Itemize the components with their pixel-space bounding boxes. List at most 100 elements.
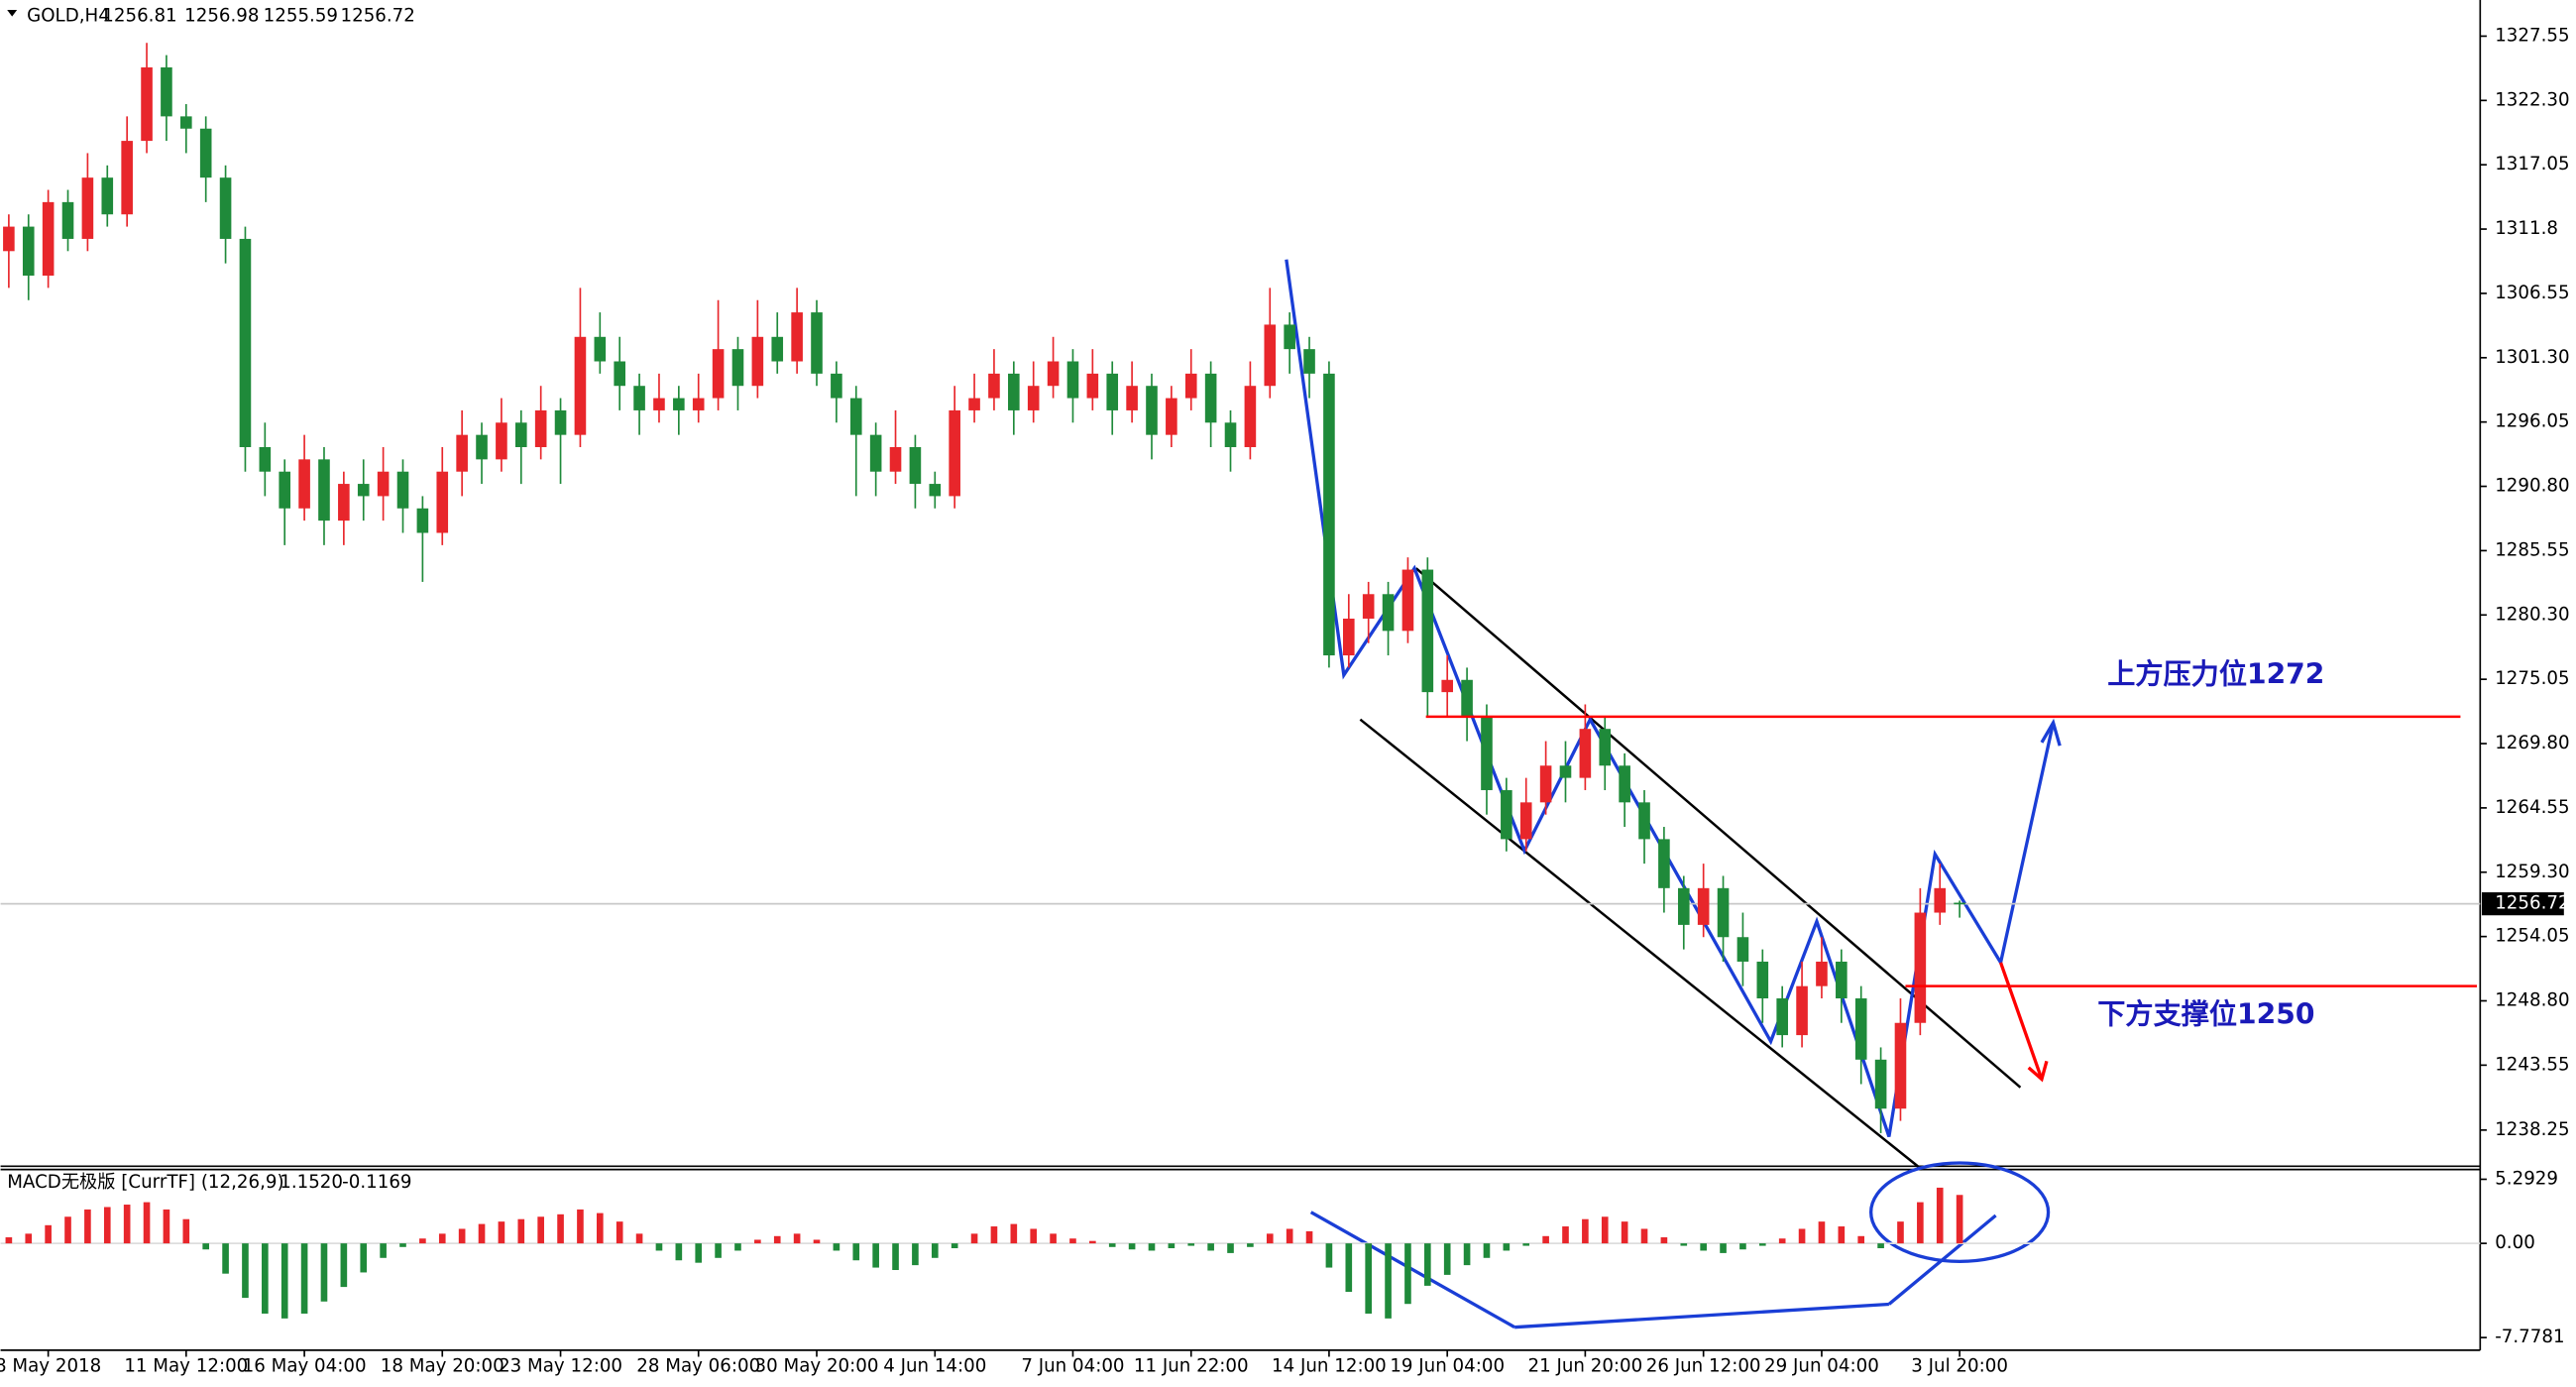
candle-body <box>1638 802 1650 840</box>
candle-body <box>653 398 665 410</box>
histogram-bar <box>1207 1243 1214 1251</box>
histogram-bar <box>25 1233 33 1244</box>
histogram-bar <box>990 1226 998 1244</box>
candle-body <box>869 434 882 472</box>
x-tick-label: 7 Jun 04:00 <box>1021 1355 1124 1376</box>
candle-body <box>1166 398 1177 435</box>
histogram-bar <box>1148 1243 1156 1251</box>
y-tick-label: 1301.30 <box>2495 347 2569 368</box>
histogram-bar <box>64 1216 71 1244</box>
histogram-bar <box>655 1243 663 1251</box>
histogram-bar <box>773 1235 781 1244</box>
candle-body <box>416 508 429 533</box>
x-tick-label: 26 Jun 12:00 <box>1646 1355 1761 1376</box>
candle-body <box>61 201 74 239</box>
candle-body <box>318 459 330 521</box>
histogram-bar <box>1305 1230 1313 1244</box>
indicator-main: 1.1520 <box>280 1172 343 1193</box>
histogram-bar <box>1818 1221 1826 1244</box>
candle-body <box>1519 802 1532 840</box>
histogram-bar <box>280 1243 288 1319</box>
symbol: GOLD,H4 <box>27 6 110 27</box>
histogram-bar <box>852 1243 860 1261</box>
histogram-bar <box>1325 1243 1333 1268</box>
y-tick-label: 1275.05 <box>2495 668 2569 689</box>
histogram-bar <box>123 1205 131 1244</box>
candle-body <box>594 336 607 362</box>
candle-body <box>1086 373 1099 399</box>
histogram-bar <box>1621 1221 1628 1244</box>
candle-body <box>476 434 488 460</box>
histogram-bar <box>340 1243 348 1288</box>
candle-body <box>161 66 172 117</box>
x-tick-label: 30 May 20:00 <box>755 1355 879 1376</box>
divergence-line <box>1309 1211 1515 1329</box>
histogram-bar <box>419 1238 426 1244</box>
candle-body <box>909 446 922 485</box>
histogram-bar <box>1680 1243 1688 1246</box>
histogram-bar <box>1443 1243 1451 1275</box>
level-label: 上方压力位1272 <box>2107 657 2324 690</box>
candle-body <box>1756 961 1769 999</box>
current-price-label: 1256.72 <box>2495 893 2569 914</box>
histogram-bar <box>833 1243 840 1251</box>
histogram-bar <box>320 1243 328 1302</box>
histogram-bar <box>1660 1237 1668 1244</box>
histogram-bar <box>1798 1228 1806 1244</box>
histogram-bar <box>45 1224 52 1244</box>
x-tick-label: 3 Jul 20:00 <box>1911 1355 2008 1376</box>
candle-body <box>1382 594 1395 632</box>
histogram-bar <box>1758 1243 1766 1246</box>
histogram-bar <box>1838 1226 1846 1244</box>
histogram-bar <box>1069 1238 1076 1244</box>
close-value: 1256.72 <box>341 6 415 27</box>
histogram-bar <box>1050 1233 1057 1244</box>
histogram-bar <box>1897 1221 1904 1244</box>
x-tick-label: 23 May 12:00 <box>499 1355 622 1376</box>
candle-body <box>101 177 114 215</box>
open-value: 1256.81 <box>102 6 176 27</box>
x-tick-label: 16 May 04:00 <box>243 1355 367 1376</box>
candle-body <box>1027 386 1040 410</box>
histogram-bar <box>597 1213 604 1244</box>
candle-body <box>1066 361 1079 399</box>
candle-body <box>180 116 192 129</box>
histogram-bar <box>1936 1187 1944 1244</box>
candle-body <box>1539 765 1552 803</box>
histogram-bar <box>931 1243 939 1258</box>
candle-body <box>1204 373 1217 423</box>
histogram-bar <box>1404 1243 1411 1305</box>
histogram-bar <box>517 1218 525 1244</box>
histogram-bar <box>1247 1243 1254 1247</box>
histogram-bar <box>360 1243 368 1273</box>
candle-body <box>1894 1022 1907 1109</box>
candle-body <box>1323 373 1335 656</box>
candle-body <box>1008 373 1020 410</box>
candle-body <box>1854 998 1867 1060</box>
candle-body <box>1736 937 1749 962</box>
y-tick-label: 1290.80 <box>2495 476 2569 497</box>
candle-body <box>929 484 942 497</box>
histogram-bar <box>635 1233 643 1244</box>
histogram-bar <box>1720 1243 1727 1253</box>
candle-body <box>298 459 310 509</box>
y-tick-label: 1243.55 <box>2495 1054 2569 1075</box>
histogram-bar <box>1385 1243 1392 1319</box>
histogram-bar <box>163 1209 170 1244</box>
indicator-title: MACD无极版 [CurrTF] (12,26,9) <box>7 1172 283 1193</box>
x-tick-label: 28 May 06:00 <box>636 1355 760 1376</box>
histogram-bar <box>103 1207 111 1244</box>
candle-body <box>279 471 291 509</box>
y-tick-label: -7.7781 <box>2495 1327 2564 1347</box>
y-tick-label: 5.2929 <box>2495 1168 2558 1189</box>
histogram-bar <box>458 1228 466 1244</box>
candle-body <box>1126 386 1138 410</box>
histogram-bar <box>616 1221 623 1244</box>
histogram-bar <box>577 1209 584 1244</box>
histogram-bar <box>1345 1243 1353 1292</box>
histogram-bar <box>438 1233 446 1244</box>
histogram-bar <box>498 1221 505 1244</box>
candle-body <box>1599 729 1612 766</box>
indicator-signal: -0.1169 <box>342 1172 411 1193</box>
